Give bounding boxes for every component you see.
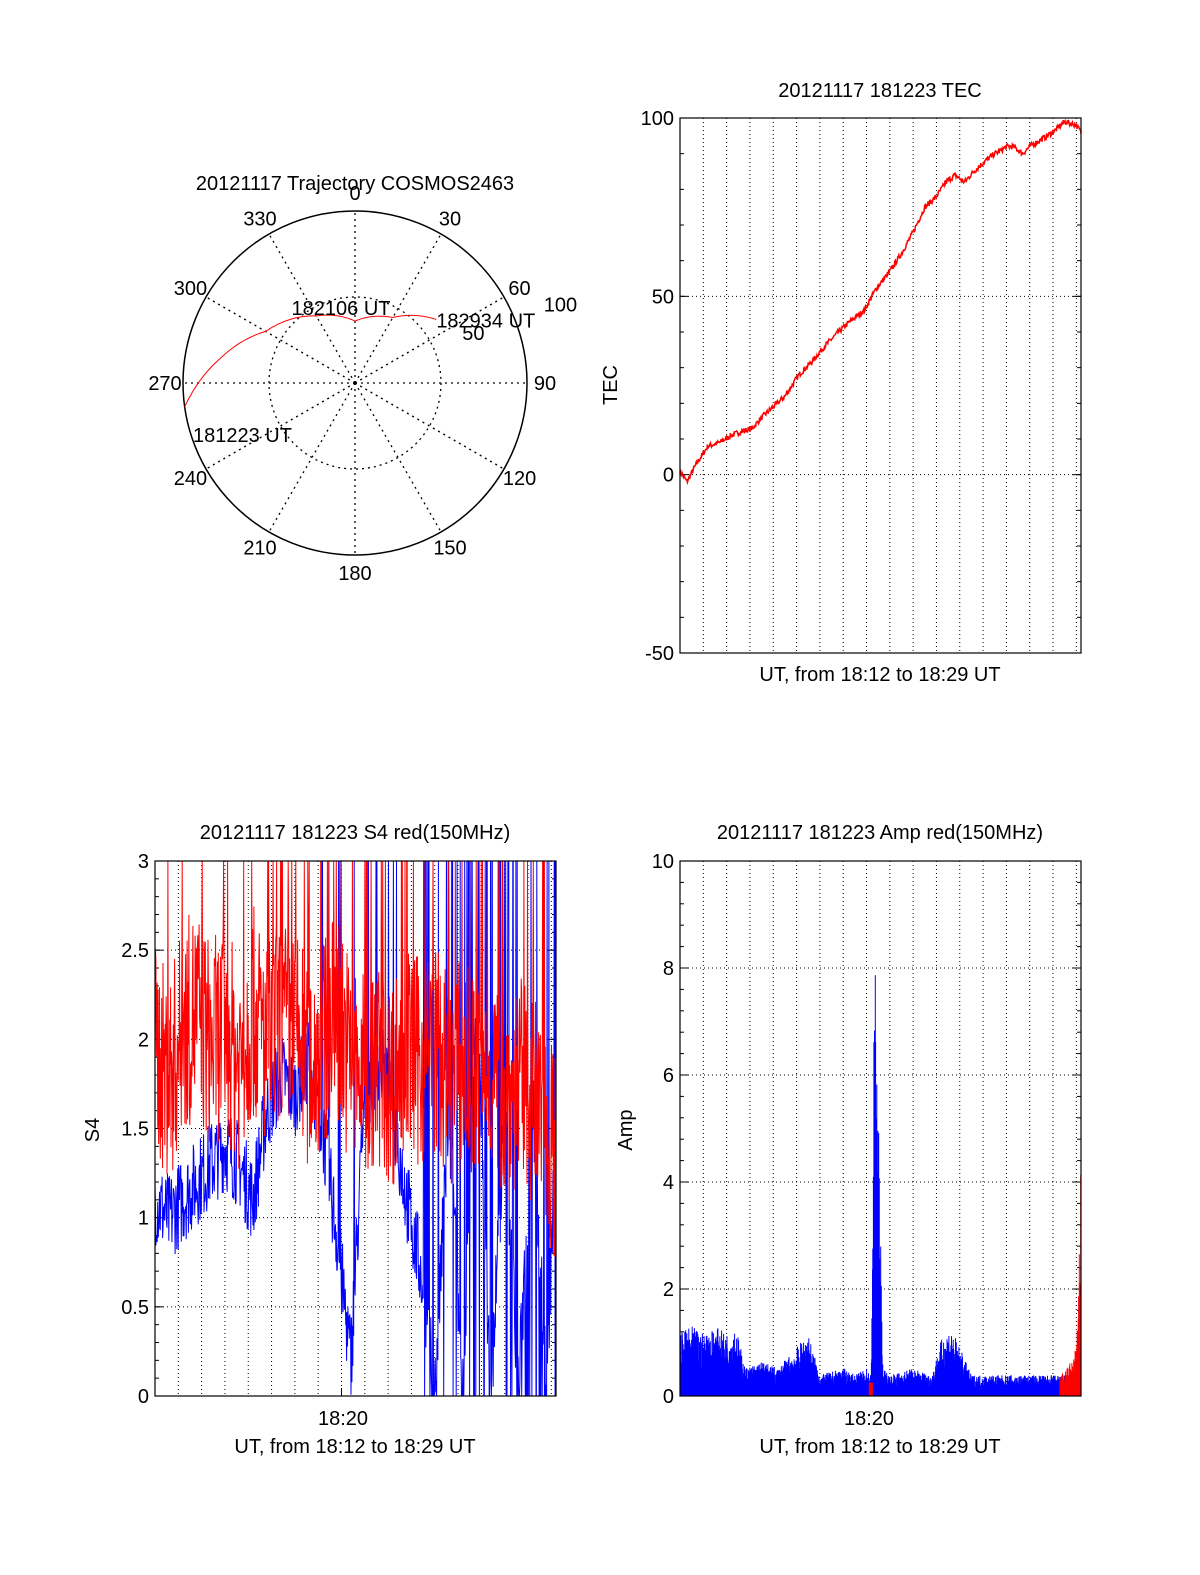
polar-azimuth-label: 210 — [243, 538, 276, 560]
polar-radial-label: 100 — [544, 294, 577, 316]
polar-spoke-60 — [354, 296, 505, 384]
polar-spoke-150 — [354, 382, 442, 533]
polar-azimuth-label: 60 — [508, 278, 530, 300]
y-tick-label: 10 — [652, 851, 674, 873]
trajectory-time-label: 182106 UT — [292, 298, 391, 320]
y-tick-label: 0 — [663, 465, 674, 487]
y-tick-label: 50 — [652, 286, 674, 308]
polar-azimuth-label: 180 — [338, 563, 371, 585]
s4-title: 20121117 181223 S4 red(150MHz) — [200, 822, 511, 844]
trajectory-line — [184, 314, 437, 408]
tec-title: 20121117 181223 TEC — [778, 80, 982, 102]
polar-azimuth-label: 120 — [503, 468, 536, 490]
polar-spoke-120 — [354, 382, 505, 470]
polar-spoke-30 — [354, 233, 442, 384]
y-tick-label: 3 — [138, 851, 149, 873]
s4-xtick-label: 18:20 — [318, 1408, 368, 1430]
polar-azimuth-label: 30 — [439, 208, 461, 230]
y-tick-label: 2 — [663, 1279, 674, 1301]
tec-chart: 20121117 181223 TEC -50 0 50 100 TEC UT, fr… — [600, 80, 1082, 686]
amp-title: 20121117 181223 Amp red(150MHz) — [717, 822, 1043, 844]
amp-y-tick-labels: 0 2 4 6 8 10 — [652, 851, 674, 1408]
amp-xlabel: UT, from 18:12 to 18:29 UT — [759, 1436, 1000, 1458]
polar-radial-label: 50 — [462, 323, 484, 345]
tec-grid — [680, 117, 1081, 654]
s4-xlabel: UT, from 18:12 to 18:29 UT — [234, 1436, 475, 1458]
y-tick-label: 0 — [663, 1386, 674, 1408]
polar-spoke-240 — [205, 382, 356, 470]
amp-red-marker — [868, 1382, 873, 1396]
polar-spoke-210 — [268, 382, 356, 533]
y-tick-label: 1 — [138, 1208, 149, 1230]
trajectory-time-label: 182934 UT — [436, 310, 535, 332]
tec-y-tick-labels: -50 0 50 100 — [641, 108, 674, 665]
tec-series-line — [679, 118, 1082, 486]
polar-azimuth-labels: 0 30 60 90 120 150 180 210 240 270 300 330 — [148, 183, 556, 585]
polar-grid — [183, 211, 527, 555]
polar-spoke-330 — [268, 233, 356, 384]
tec-xlabel: UT, from 18:12 to 18:29 UT — [759, 664, 1000, 686]
s4-ylabel: S4 — [82, 1118, 104, 1142]
polar-title: 20121117 Trajectory COSMOS2463 — [196, 173, 514, 195]
amp-series-line-blue — [679, 975, 1077, 1396]
polar-azimuth-label: 0 — [349, 183, 360, 205]
amp-series — [679, 975, 1082, 1396]
y-tick-label: 0.5 — [121, 1297, 149, 1319]
s4-plot-frame — [154, 860, 557, 1397]
y-tick-label: 2 — [138, 1029, 149, 1051]
tec-ylabel: TEC — [600, 365, 622, 405]
polar-spoke-300 — [205, 296, 356, 384]
polar-azimuth-label: 240 — [174, 468, 207, 490]
trajectory-annotations: 182934 UT 182106 UT 181223 UT — [193, 298, 535, 447]
y-tick-label: 4 — [663, 1172, 674, 1194]
polar-radial-labels: 50 100 — [462, 294, 577, 345]
polar-azimuth-label: 330 — [243, 208, 276, 230]
y-tick-label: 8 — [663, 958, 674, 980]
s4-chart: 20121117 181223 S4 red(150MHz) 0 0.5 1 1.5 2… — [82, 822, 557, 1458]
polar-azimuth-label: 90 — [534, 373, 556, 395]
tec-plot-frame — [679, 117, 1082, 654]
amp-series-line-red — [1059, 1175, 1082, 1396]
y-tick-label: 2.5 — [121, 940, 149, 962]
y-tick-label: 100 — [641, 108, 674, 130]
amp-ylabel: Amp — [615, 1109, 637, 1150]
y-tick-label: 6 — [663, 1065, 674, 1087]
y-tick-label: 0 — [138, 1386, 149, 1408]
amp-plot-frame — [679, 860, 1082, 1397]
amp-chart: 20121117 181223 Amp red(150MHz) 0246810 … — [615, 822, 1082, 1458]
amp-xtick-label: 18:20 — [844, 1408, 894, 1430]
polar-trajectory-chart: 20121117 Trajectory COSMOS2463 0 30 60 90 12… — [148, 173, 577, 585]
trajectory-time-label: 181223 UT — [193, 425, 292, 447]
y-tick-label: -50 — [645, 643, 674, 665]
s4-series-line-red — [154, 860, 557, 1257]
s4-y-tick-labels: 0 0.5 1 1.5 2 2.5 3 — [121, 851, 149, 1408]
polar-outer-circle — [182, 210, 528, 556]
polar-azimuth-label: 300 — [174, 278, 207, 300]
polar-azimuth-label: 150 — [433, 538, 466, 560]
polar-azimuth-label: 270 — [148, 373, 181, 395]
y-tick-label: 1.5 — [121, 1119, 149, 1141]
